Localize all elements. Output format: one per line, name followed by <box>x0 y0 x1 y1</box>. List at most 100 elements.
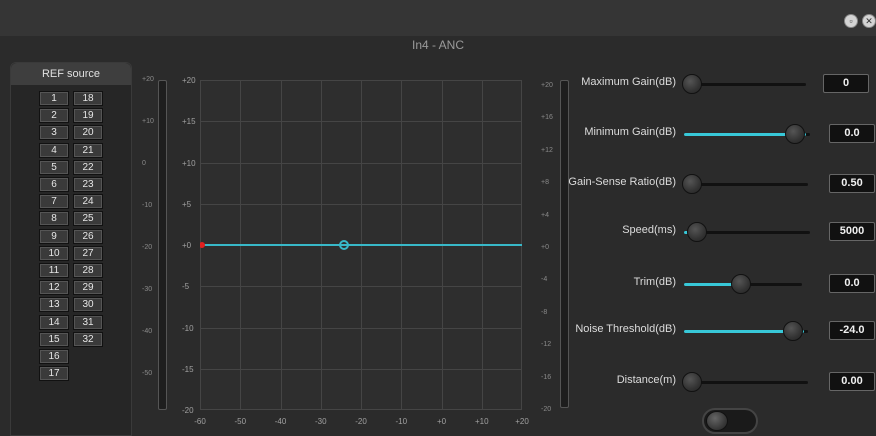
ref-channel-button[interactable]: 12 <box>39 280 69 296</box>
output-meter-tick: +20 <box>541 82 553 89</box>
output-meter-tick: -20 <box>541 406 552 413</box>
param-slider-track[interactable] <box>684 330 808 333</box>
param-label: Speed(ms) <box>622 224 676 236</box>
graph-y-tick: +0 <box>182 241 192 250</box>
minimize-icon[interactable]: ▫ <box>844 14 858 28</box>
ref-channel-button[interactable]: 16 <box>39 349 69 364</box>
graph-x-tick: +0 <box>436 417 447 426</box>
output-meter-tick: -8 <box>541 308 548 316</box>
ref-channel-button[interactable]: 14 <box>39 314 69 330</box>
param-label: Noise Threshold(dB) <box>575 323 676 335</box>
param-value-input[interactable]: 0.0 <box>829 274 875 293</box>
graph-y-tick: +20 <box>182 76 196 85</box>
ref-channel-button[interactable]: 23 <box>73 177 103 192</box>
param-slider-knob[interactable] <box>682 372 702 392</box>
graph-y-tick: -5 <box>182 282 190 292</box>
graph-y-tick: +10 <box>182 158 196 168</box>
ref-channel-button[interactable]: 27 <box>73 245 103 261</box>
param-slider-track[interactable] <box>684 183 808 186</box>
ref-channel-button[interactable]: 21 <box>73 142 103 158</box>
gain-curve-graph[interactable] <box>200 80 522 410</box>
close-icon[interactable]: ✕ <box>862 14 876 28</box>
ref-channel-button[interactable]: 25 <box>73 211 103 227</box>
output-meter-tick: +8 <box>541 179 549 187</box>
ref-channel-button[interactable]: 7 <box>39 194 69 210</box>
param-slider-knob[interactable] <box>687 222 708 242</box>
param-slider-fill <box>684 283 743 286</box>
ref-channel-button[interactable]: 4 <box>39 142 69 158</box>
ref-channel-button[interactable]: 9 <box>39 228 69 244</box>
ref-channel-button[interactable]: 28 <box>73 263 103 278</box>
param-slider-fill <box>684 133 807 136</box>
graph-y-tick: -20 <box>182 406 194 415</box>
ref-channel-button[interactable]: 17 <box>39 366 69 382</box>
graph-y-tick: -10 <box>182 323 194 333</box>
input-meter-tick: +20 <box>142 76 154 83</box>
ref-channel-button[interactable]: 20 <box>73 125 103 141</box>
input-meter-tick: -30 <box>142 286 153 293</box>
gain-curve-line <box>200 244 522 246</box>
graph-x-tick: +20 <box>515 417 529 426</box>
title-bar <box>0 0 876 36</box>
toggle-knob <box>706 411 728 431</box>
ref-channel-button[interactable]: 18 <box>73 91 103 106</box>
ref-channel-button[interactable]: 29 <box>73 280 103 296</box>
output-meter-tick: +4 <box>541 211 549 219</box>
graph-x-tick: -60 <box>194 417 206 426</box>
graph-x-tick: -50 <box>234 417 247 426</box>
curve-origin-marker <box>200 242 205 248</box>
input-meter-tick: +10 <box>142 118 154 125</box>
param-slider-track[interactable] <box>684 381 808 384</box>
ref-channel-button[interactable]: 32 <box>73 331 103 347</box>
ref-channel-button[interactable]: 30 <box>73 297 103 313</box>
param-label: Minimum Gain(dB) <box>584 126 676 138</box>
param-value-input[interactable]: -24.0 <box>829 321 875 340</box>
ref-channel-button[interactable]: 13 <box>39 297 69 313</box>
output-meter-tick: +12 <box>541 146 553 154</box>
ref-channel-button[interactable]: 1 <box>39 91 69 106</box>
param-slider-knob[interactable] <box>682 174 702 194</box>
window-title: In4 - ANC <box>411 38 465 52</box>
output-level-meter <box>560 80 569 408</box>
param-slider-track[interactable] <box>684 231 810 234</box>
param-slider-knob[interactable] <box>782 321 803 341</box>
graph-x-tick: -30 <box>314 417 327 426</box>
param-value-input[interactable]: 5000 <box>829 222 875 241</box>
param-value-input[interactable]: 0 <box>823 74 869 93</box>
graph-y-tick: -15 <box>182 364 194 374</box>
input-meter-tick: -50 <box>142 370 153 377</box>
ref-channel-button[interactable]: 10 <box>39 245 69 261</box>
ref-channel-button[interactable]: 19 <box>73 108 103 124</box>
curve-control-point[interactable] <box>339 240 349 250</box>
output-meter-tick: +0 <box>541 244 549 251</box>
ref-channel-button[interactable]: 31 <box>73 314 103 330</box>
param-slider-knob[interactable] <box>731 274 751 294</box>
ref-channel-button[interactable]: 22 <box>73 159 103 175</box>
ref-channel-button[interactable]: 11 <box>39 263 69 278</box>
ref-channel-button[interactable]: 2 <box>39 108 69 124</box>
param-value-input[interactable]: 0.00 <box>829 372 875 391</box>
param-value-input[interactable]: 0.0 <box>829 124 875 143</box>
ref-channel-button[interactable]: 15 <box>39 331 69 347</box>
ref-channel-button[interactable]: 5 <box>39 159 69 175</box>
ref-source-header: REF source <box>11 63 131 85</box>
param-value-input[interactable]: 0.50 <box>829 174 875 193</box>
param-slider-knob[interactable] <box>784 124 805 144</box>
graph-y-tick: +15 <box>182 117 196 127</box>
param-slider-fill <box>684 231 691 234</box>
ref-channel-button[interactable]: 6 <box>39 177 69 192</box>
ref-channel-button[interactable]: 26 <box>73 228 103 244</box>
output-meter-tick: +16 <box>541 114 553 122</box>
param-label: Gain-Sense Ratio(dB) <box>568 176 676 188</box>
ref-channel-button[interactable]: 3 <box>39 125 69 141</box>
param-slider-knob[interactable] <box>682 74 702 94</box>
param-slider-track[interactable] <box>684 133 810 136</box>
input-meter-tick: -40 <box>142 328 153 335</box>
ref-channel-button[interactable]: 8 <box>39 211 69 227</box>
curve-markers <box>200 240 349 250</box>
input-meter-tick: -20 <box>142 244 153 251</box>
ref-channel-button[interactable]: 24 <box>73 194 103 210</box>
param-slider-track[interactable] <box>684 83 806 86</box>
anc-enable-toggle[interactable] <box>702 408 758 434</box>
graph-x-tick: -40 <box>274 417 287 426</box>
